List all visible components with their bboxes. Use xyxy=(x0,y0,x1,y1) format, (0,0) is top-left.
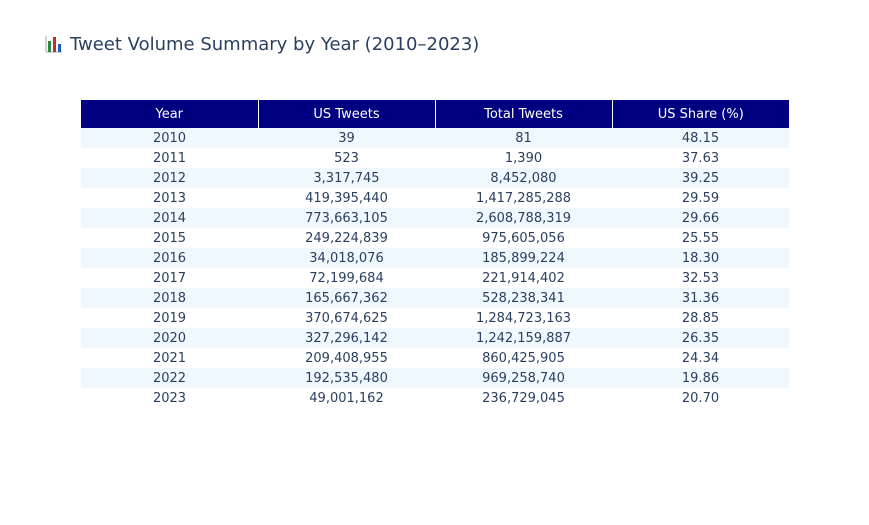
cell-us-share: 20.70 xyxy=(612,388,789,408)
table-row: 2012 3,317,745 8,452,080 39.25 xyxy=(81,168,789,188)
cell-year: 2020 xyxy=(81,328,258,348)
cell-us-tweets: 249,224,839 xyxy=(258,228,435,248)
table-row: 2014 773,663,105 2,608,788,319 29.66 xyxy=(81,208,789,228)
cell-us-share: 31.36 xyxy=(612,288,789,308)
table-row: 2011 523 1,390 37.63 xyxy=(81,148,789,168)
cell-total-tweets: 221,914,402 xyxy=(435,268,612,288)
cell-total-tweets: 528,238,341 xyxy=(435,288,612,308)
table-row: 2016 34,018,076 185,899,224 18.30 xyxy=(81,248,789,268)
cell-year: 2012 xyxy=(81,168,258,188)
cell-total-tweets: 1,284,723,163 xyxy=(435,308,612,328)
cell-total-tweets: 81 xyxy=(435,128,612,148)
cell-year: 2013 xyxy=(81,188,258,208)
cell-us-share: 37.63 xyxy=(612,148,789,168)
cell-total-tweets: 236,729,045 xyxy=(435,388,612,408)
table-row: 2010 39 81 48.15 xyxy=(81,128,789,148)
cell-us-share: 19.86 xyxy=(612,368,789,388)
table-body: 2010 39 81 48.15 2011 523 1,390 37.63 2012 3,317,… xyxy=(81,128,789,408)
cell-year: 2010 xyxy=(81,128,258,148)
cell-us-tweets: 370,674,625 xyxy=(258,308,435,328)
table-row: 2019 370,674,625 1,284,723,163 28.85 xyxy=(81,308,789,328)
cell-total-tweets: 1,242,159,887 xyxy=(435,328,612,348)
cell-us-tweets: 39 xyxy=(258,128,435,148)
table-row: 2015 249,224,839 975,605,056 25.55 xyxy=(81,228,789,248)
cell-year: 2022 xyxy=(81,368,258,388)
column-header-us-tweets: US Tweets xyxy=(257,100,436,128)
table-row: 2022 192,535,480 969,258,740 19.86 xyxy=(81,368,789,388)
cell-year: 2018 xyxy=(81,288,258,308)
table-row: 2017 72,199,684 221,914,402 32.53 xyxy=(81,268,789,288)
cell-us-tweets: 209,408,955 xyxy=(258,348,435,368)
cell-us-tweets: 523 xyxy=(258,148,435,168)
cell-year: 2019 xyxy=(81,308,258,328)
cell-us-share: 24.34 xyxy=(612,348,789,368)
cell-us-tweets: 773,663,105 xyxy=(258,208,435,228)
cell-year: 2017 xyxy=(81,268,258,288)
table-row: 2013 419,395,440 1,417,285,288 29.59 xyxy=(81,188,789,208)
cell-total-tweets: 1,417,285,288 xyxy=(435,188,612,208)
cell-year: 2021 xyxy=(81,348,258,368)
cell-us-share: 39.25 xyxy=(612,168,789,188)
chart-title-row: Tweet Volume Summary by Year (2010–2023) xyxy=(45,31,479,57)
cell-year: 2011 xyxy=(81,148,258,168)
cell-us-share: 25.55 xyxy=(612,228,789,248)
cell-us-tweets: 49,001,162 xyxy=(258,388,435,408)
bar-chart-icon xyxy=(45,35,63,53)
cell-us-tweets: 3,317,745 xyxy=(258,168,435,188)
table-row: 2021 209,408,955 860,425,905 24.34 xyxy=(81,348,789,368)
cell-us-tweets: 34,018,076 xyxy=(258,248,435,268)
data-table: Year US Tweets Total Tweets US Share (%)… xyxy=(81,100,789,408)
cell-year: 2016 xyxy=(81,248,258,268)
cell-us-tweets: 419,395,440 xyxy=(258,188,435,208)
cell-us-share: 29.66 xyxy=(612,208,789,228)
column-header-total-tweets: Total Tweets xyxy=(434,100,613,128)
cell-year: 2014 xyxy=(81,208,258,228)
cell-total-tweets: 8,452,080 xyxy=(435,168,612,188)
cell-total-tweets: 1,390 xyxy=(435,148,612,168)
cell-us-tweets: 72,199,684 xyxy=(258,268,435,288)
cell-us-tweets: 165,667,362 xyxy=(258,288,435,308)
table-header-row: Year US Tweets Total Tweets US Share (%) xyxy=(81,100,789,128)
cell-us-share: 18.30 xyxy=(612,248,789,268)
cell-us-share: 32.53 xyxy=(612,268,789,288)
cell-us-share: 48.15 xyxy=(612,128,789,148)
data-table-container: Year US Tweets Total Tweets US Share (%)… xyxy=(81,100,789,408)
cell-us-tweets: 192,535,480 xyxy=(258,368,435,388)
cell-total-tweets: 185,899,224 xyxy=(435,248,612,268)
cell-total-tweets: 969,258,740 xyxy=(435,368,612,388)
cell-total-tweets: 975,605,056 xyxy=(435,228,612,248)
column-header-year: Year xyxy=(81,100,259,128)
cell-us-tweets: 327,296,142 xyxy=(258,328,435,348)
table-row: 2023 49,001,162 236,729,045 20.70 xyxy=(81,388,789,408)
cell-year: 2015 xyxy=(81,228,258,248)
table-row: 2018 165,667,362 528,238,341 31.36 xyxy=(81,288,789,308)
column-header-us-share: US Share (%) xyxy=(611,100,789,128)
table-row: 2020 327,296,142 1,242,159,887 26.35 xyxy=(81,328,789,348)
cell-us-share: 29.59 xyxy=(612,188,789,208)
chart-title: Tweet Volume Summary by Year (2010–2023) xyxy=(70,33,480,55)
cell-total-tweets: 2,608,788,319 xyxy=(435,208,612,228)
cell-us-share: 28.85 xyxy=(612,308,789,328)
cell-us-share: 26.35 xyxy=(612,328,789,348)
cell-year: 2023 xyxy=(81,388,258,408)
cell-total-tweets: 860,425,905 xyxy=(435,348,612,368)
